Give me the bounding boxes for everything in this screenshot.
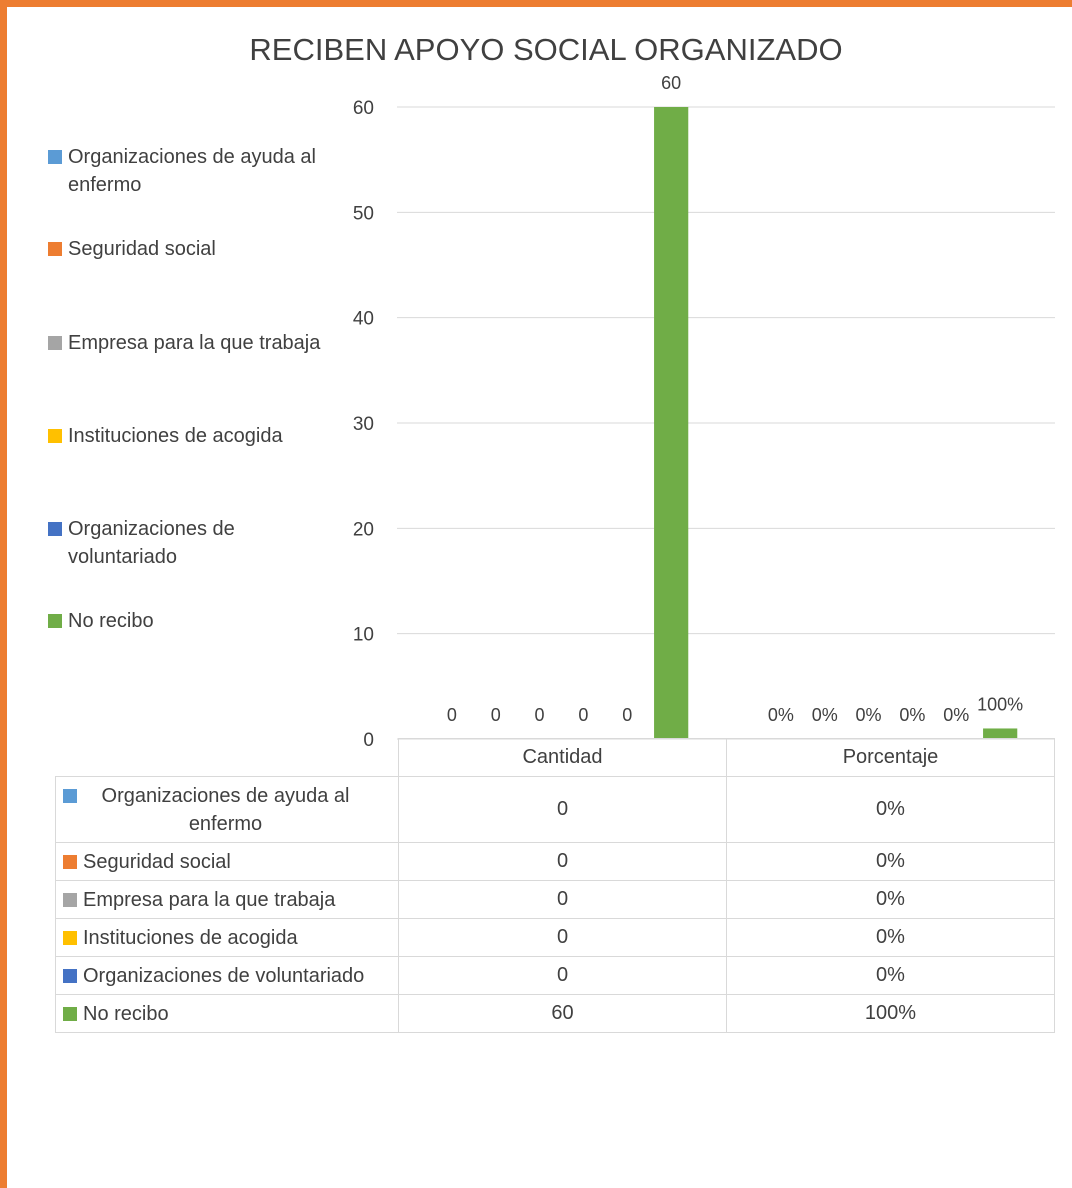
table-row: Seguridad social 0 0% bbox=[55, 842, 1055, 881]
data-table-cell: 100% bbox=[726, 994, 1055, 1033]
data-table: Cantidad Porcentaje Organizaciones de ay… bbox=[55, 738, 1055, 1033]
legend-item: No recibo bbox=[48, 607, 348, 635]
data-table-header: Cantidad bbox=[398, 738, 727, 777]
data-table-cell: 0 bbox=[398, 776, 727, 843]
data-table-cell: 0% bbox=[726, 956, 1055, 995]
data-label: 0% bbox=[899, 705, 925, 725]
legend-label: Empresa para la que trabaja bbox=[68, 332, 321, 354]
data-table-row-label: Instituciones de acogida bbox=[55, 918, 399, 957]
data-label: 100% bbox=[977, 694, 1023, 714]
legend-swatch bbox=[63, 968, 77, 983]
data-table-cell: 60 bbox=[398, 994, 727, 1033]
y-tick-label: 30 bbox=[353, 414, 374, 435]
table-row: Empresa para la que trabaja 0 0% bbox=[55, 880, 1055, 919]
y-tick-label: 40 bbox=[353, 309, 374, 330]
data-label: 0% bbox=[943, 705, 969, 725]
data-table-cell: 0% bbox=[726, 842, 1055, 881]
legend-swatch bbox=[63, 788, 77, 803]
legend-label: Organizaciones de voluntariado bbox=[68, 518, 235, 568]
y-tick-label: 60 bbox=[353, 98, 374, 119]
data-label: 0% bbox=[856, 705, 882, 725]
data-table-cell: 0% bbox=[726, 880, 1055, 919]
data-table-header: Porcentaje bbox=[726, 738, 1055, 777]
legend-swatch bbox=[48, 242, 62, 256]
data-table-row-label: Empresa para la que trabaja bbox=[55, 880, 399, 919]
legend-swatch bbox=[63, 1006, 77, 1021]
legend-label: Instituciones de acogida bbox=[68, 425, 283, 447]
data-table-cell: 0 bbox=[398, 918, 727, 957]
data-label: 0 bbox=[622, 705, 632, 725]
legend-swatch bbox=[63, 930, 77, 945]
data-table-cell: 0 bbox=[398, 842, 727, 881]
legend-swatch bbox=[48, 522, 62, 536]
table-row: Organizaciones de voluntariado 0 0% bbox=[55, 956, 1055, 995]
legend-swatch bbox=[48, 614, 62, 628]
row-label-text: Seguridad social bbox=[83, 850, 231, 873]
row-label-text: Organizaciones de ayuda al enfermo bbox=[101, 784, 350, 835]
bar bbox=[983, 728, 1018, 739]
table-row: No recibo 60 100% bbox=[55, 994, 1055, 1033]
data-label: 0 bbox=[491, 705, 501, 725]
table-row: Instituciones de acogida 0 0% bbox=[55, 918, 1055, 957]
legend-item: Instituciones de acogida bbox=[48, 422, 348, 450]
bar bbox=[654, 107, 689, 739]
data-label: 0% bbox=[812, 705, 838, 725]
data-table-header-row: Cantidad Porcentaje bbox=[55, 738, 1055, 777]
legend-swatch bbox=[63, 892, 77, 907]
legend-swatch bbox=[63, 854, 77, 869]
y-tick-label: 20 bbox=[353, 519, 374, 540]
data-table-cell: 0 bbox=[398, 956, 727, 995]
data-label: 0% bbox=[768, 705, 794, 725]
row-label-text: Organizaciones de voluntariado bbox=[83, 964, 365, 987]
legend-item: Organizaciones de ayuda al enfermo bbox=[48, 143, 348, 199]
data-table-cell: 0% bbox=[726, 776, 1055, 843]
data-table-corner bbox=[55, 738, 399, 777]
legend-item: Organizaciones de voluntariado bbox=[48, 515, 348, 571]
legend-label: Organizaciones de ayuda al enfermo bbox=[68, 146, 316, 196]
legend-swatch bbox=[48, 150, 62, 164]
legend-swatch bbox=[48, 429, 62, 443]
data-label: 0 bbox=[535, 705, 545, 725]
data-label: 60 bbox=[661, 73, 681, 93]
row-label-text: Empresa para la que trabaja bbox=[83, 888, 336, 911]
legend-item: Seguridad social bbox=[48, 235, 348, 263]
data-table-cell: 0% bbox=[726, 918, 1055, 957]
data-table-row-label: Seguridad social bbox=[55, 842, 399, 881]
chart-title: RECIBEN APOYO SOCIAL ORGANIZADO bbox=[249, 32, 843, 67]
y-tick-label: 50 bbox=[353, 203, 374, 224]
data-label: 0 bbox=[578, 705, 588, 725]
data-table-row-label: Organizaciones de voluntariado bbox=[55, 956, 399, 995]
legend-label: No recibo bbox=[68, 610, 154, 632]
data-label: 0 bbox=[447, 705, 457, 725]
legend-swatch bbox=[48, 336, 62, 350]
data-table-row-label: Organizaciones de ayuda al enfermo bbox=[55, 776, 399, 843]
row-label-text: No recibo bbox=[83, 1002, 169, 1025]
row-label-text: Instituciones de acogida bbox=[83, 926, 298, 949]
data-table-cell: 0 bbox=[398, 880, 727, 919]
table-row: Organizaciones de ayuda al enfermo 0 0% bbox=[55, 776, 1055, 843]
y-tick-label: 10 bbox=[353, 625, 374, 646]
data-table-row-label: No recibo bbox=[55, 994, 399, 1033]
legend-label: Seguridad social bbox=[68, 238, 216, 260]
legend-item: Empresa para la que trabaja bbox=[48, 329, 348, 357]
